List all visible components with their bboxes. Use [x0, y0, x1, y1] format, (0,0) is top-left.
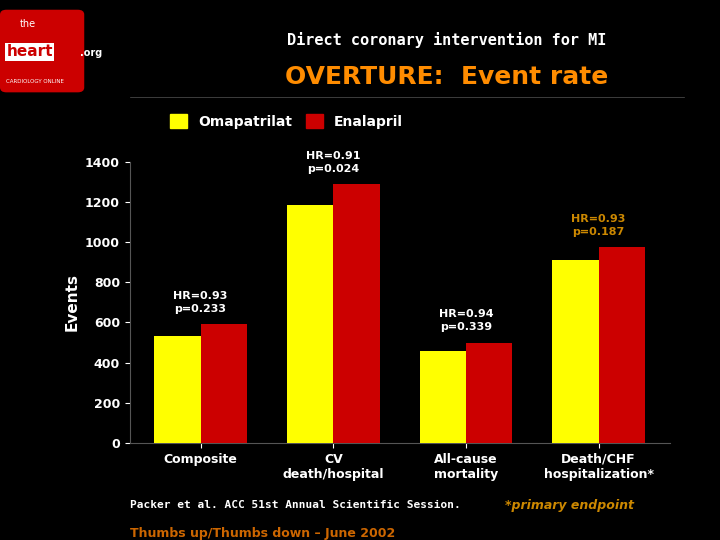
Text: OVERTURE:  Event rate: OVERTURE: Event rate: [285, 65, 608, 89]
Text: HR=0.91
p=0.024: HR=0.91 p=0.024: [306, 151, 361, 174]
Bar: [598, 247, 645, 443]
Bar: [154, 336, 201, 443]
Bar: [466, 342, 513, 443]
Bar: [552, 260, 598, 443]
Text: *primary endpoint: *primary endpoint: [505, 500, 634, 512]
Text: Packer et al. ACC 51st Annual Scientific Session.: Packer et al. ACC 51st Annual Scientific…: [130, 500, 460, 510]
Text: HR=0.93
p=0.187: HR=0.93 p=0.187: [572, 214, 626, 237]
Text: Direct coronary intervention for MI: Direct coronary intervention for MI: [287, 32, 606, 49]
Text: Thumbs up/Thumbs down – June 2002: Thumbs up/Thumbs down – June 2002: [130, 526, 395, 539]
Text: .org: .org: [81, 49, 103, 58]
Bar: [420, 350, 466, 443]
Y-axis label: Events: Events: [64, 273, 79, 332]
Bar: [287, 205, 333, 443]
Text: HR=0.93
p=0.233: HR=0.93 p=0.233: [174, 291, 228, 314]
Text: heart: heart: [6, 44, 53, 59]
Legend: Omapatrilat, Enalapril: Omapatrilat, Enalapril: [163, 107, 410, 136]
Bar: [201, 325, 247, 443]
Text: HR=0.94
p=0.339: HR=0.94 p=0.339: [438, 309, 493, 333]
FancyBboxPatch shape: [0, 10, 84, 92]
Text: CARDIOLOGY ONLINE: CARDIOLOGY ONLINE: [6, 79, 64, 84]
Bar: [333, 184, 379, 443]
Text: the: the: [19, 19, 35, 29]
